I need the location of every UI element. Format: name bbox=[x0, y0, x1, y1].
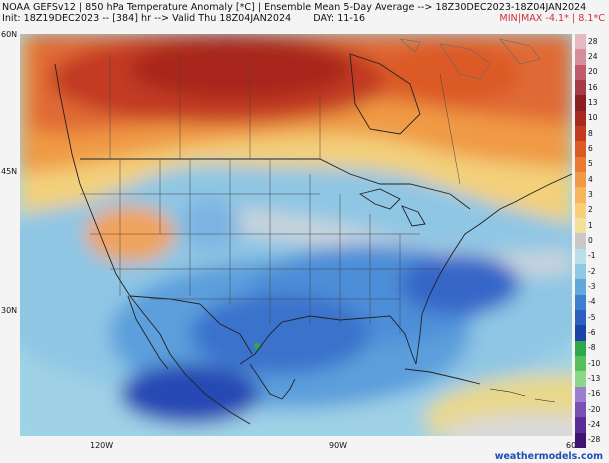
color-swatch bbox=[575, 279, 586, 296]
color-swatch bbox=[575, 80, 586, 96]
color-swatch bbox=[575, 248, 586, 265]
color-swatch bbox=[575, 264, 586, 280]
color-scale-label: 1 bbox=[588, 220, 593, 230]
color-swatch bbox=[575, 187, 586, 204]
color-scale-label: -5 bbox=[588, 312, 596, 322]
lon-label-120w: 120W bbox=[90, 441, 114, 450]
color-swatch bbox=[575, 310, 586, 326]
init-valid-text: Init: 18Z19DEC2023 -- [384] hr --> Valid… bbox=[2, 13, 292, 24]
color-swatch bbox=[575, 294, 586, 311]
color-swatch bbox=[575, 218, 586, 234]
color-scale-label: -20 bbox=[588, 404, 601, 414]
color-scale-label: 16 bbox=[588, 82, 598, 92]
color-swatch bbox=[575, 34, 586, 50]
color-scale-label: 2 bbox=[588, 205, 593, 215]
color-swatch bbox=[575, 386, 586, 403]
color-scale-label: -4 bbox=[588, 297, 596, 307]
color-scale-label: -13 bbox=[588, 374, 601, 383]
color-swatch bbox=[575, 356, 586, 372]
day-range: DAY: 11-16 bbox=[313, 13, 366, 24]
lon-label-90w: 90W bbox=[329, 441, 348, 450]
color-scale-label: -28 bbox=[588, 435, 601, 445]
color-scale-label: 13 bbox=[588, 98, 598, 107]
color-swatch bbox=[575, 172, 586, 188]
anomaly-map bbox=[20, 34, 572, 436]
color-scale-label: -24 bbox=[588, 420, 601, 429]
color-swatch bbox=[575, 402, 586, 418]
lat-label-60n: 60N bbox=[1, 30, 18, 39]
color-swatch bbox=[575, 233, 586, 250]
color-scale-label: 8 bbox=[588, 128, 593, 138]
lat-label-30n: 30N bbox=[1, 306, 18, 315]
color-scale-label: -8 bbox=[588, 343, 596, 353]
color-swatch bbox=[575, 95, 586, 112]
color-swatch bbox=[575, 49, 586, 66]
color-scale-label: 0 bbox=[588, 236, 593, 245]
map-title: NOAA GEFSv12 | 850 hPa Temperature Anoma… bbox=[2, 2, 587, 13]
color-scale-label: -1 bbox=[588, 251, 596, 261]
color-scale-label: 28 bbox=[588, 36, 598, 46]
color-scale-label: 20 bbox=[588, 67, 598, 77]
color-swatch bbox=[575, 141, 586, 158]
color-scale-label: -3 bbox=[588, 282, 596, 291]
color-scale-label: -6 bbox=[588, 328, 596, 337]
site-credit[interactable]: weathermodels.com bbox=[494, 451, 603, 462]
min-max-readout: MIN|MAX -4.1* | 8.1*C bbox=[499, 13, 605, 24]
color-swatch bbox=[575, 202, 586, 219]
color-swatch bbox=[575, 110, 586, 127]
color-swatch bbox=[575, 432, 586, 449]
color-swatch bbox=[575, 340, 586, 357]
color-scale-label: 3 bbox=[588, 190, 593, 199]
color-swatch bbox=[575, 325, 586, 342]
color-scale-label: -10 bbox=[588, 358, 601, 368]
color-scale-label: 5 bbox=[588, 159, 593, 169]
color-scale-label: 10 bbox=[588, 113, 598, 123]
color-swatch bbox=[575, 126, 586, 142]
lat-label-45n: 45N bbox=[1, 167, 18, 176]
color-swatch bbox=[575, 417, 586, 434]
color-scale-label: 4 bbox=[588, 174, 593, 184]
color-scale-label: -16 bbox=[588, 389, 601, 399]
color-scale-bar bbox=[575, 34, 586, 449]
run-info: Init: 18Z19DEC2023 -- [384] hr --> Valid… bbox=[2, 13, 365, 24]
color-swatch bbox=[575, 371, 586, 388]
color-scale-label: 6 bbox=[588, 144, 593, 153]
color-scale-label: -2 bbox=[588, 266, 596, 276]
lon-label-60w: 60 bbox=[566, 441, 577, 450]
color-scale-label: 24 bbox=[588, 52, 598, 61]
color-swatch bbox=[575, 156, 586, 173]
color-swatch bbox=[575, 64, 586, 81]
